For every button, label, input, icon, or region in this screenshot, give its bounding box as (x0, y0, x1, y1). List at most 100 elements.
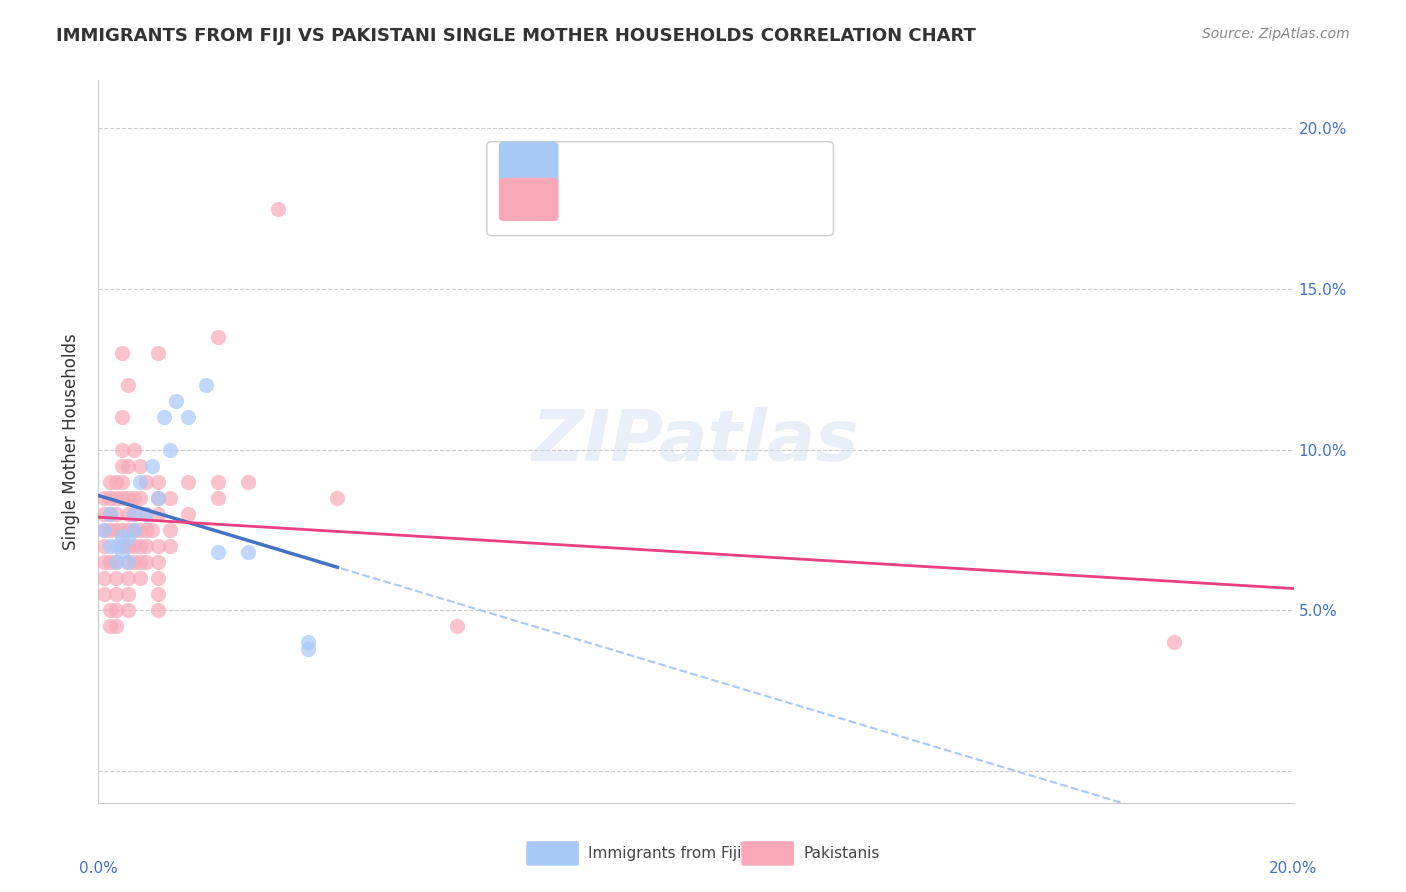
Point (177, 507, 200, 521)
Point (148, 571, 170, 585)
Point (297, 635, 319, 649)
Point (117, 603, 139, 617)
Point (93, 587, 115, 601)
Point (236, 475, 259, 489)
Point (129, 539, 152, 553)
Point (124, 491, 146, 505)
Point (111, 458, 134, 473)
Point (159, 523, 181, 537)
Point (93, 491, 115, 505)
Point (93, 523, 115, 537)
Point (148, 539, 170, 553)
Point (93, 539, 115, 553)
Point (111, 545, 134, 559)
Text: IMMIGRANTS FROM FIJI VS PAKISTANI SINGLE MOTHER HOUSEHOLDS CORRELATION CHART: IMMIGRANTS FROM FIJI VS PAKISTANI SINGLE… (56, 27, 976, 45)
Point (117, 555, 139, 569)
Point (129, 523, 152, 537)
Point (297, 641, 319, 656)
Text: 20.0%: 20.0% (1270, 861, 1317, 876)
Point (124, 523, 146, 537)
Point (177, 410, 200, 425)
Point (105, 555, 128, 569)
Point (105, 603, 128, 617)
Point (148, 491, 170, 505)
Point (117, 587, 139, 601)
FancyBboxPatch shape (486, 142, 834, 235)
Point (124, 442, 146, 457)
Point (159, 539, 181, 553)
Point (117, 533, 139, 547)
Text: Immigrants from Fiji: Immigrants from Fiji (589, 846, 742, 861)
Point (117, 555, 139, 569)
Point (93, 571, 115, 585)
Point (93, 507, 115, 521)
Point (93, 523, 115, 537)
Point (105, 555, 128, 569)
Point (117, 571, 139, 585)
Point (135, 523, 157, 537)
Point (207, 475, 229, 489)
Point (117, 507, 139, 521)
Point (98, 475, 122, 489)
Point (207, 545, 229, 559)
Point (93, 555, 115, 569)
Point (177, 475, 200, 489)
Point (135, 507, 157, 521)
Point (207, 330, 229, 344)
Point (105, 619, 128, 633)
Text: R = 0.437   N = 24: R = 0.437 N = 24 (565, 154, 721, 172)
Point (105, 587, 128, 601)
Point (124, 507, 146, 521)
Point (111, 442, 134, 457)
Point (148, 491, 170, 505)
Point (98, 507, 122, 521)
Point (98, 523, 122, 537)
Point (129, 475, 152, 489)
Text: Pakistanis: Pakistanis (804, 846, 880, 861)
Point (135, 555, 157, 569)
Point (98, 555, 122, 569)
Text: 0.0%: 0.0% (79, 861, 118, 876)
Point (148, 475, 170, 489)
Point (148, 603, 170, 617)
Point (105, 491, 128, 505)
Y-axis label: Single Mother Households: Single Mother Households (62, 334, 80, 549)
Text: R = 0.134   N = 81: R = 0.134 N = 81 (565, 191, 721, 209)
FancyBboxPatch shape (741, 841, 794, 865)
Point (1163, 635, 1185, 649)
Point (148, 555, 170, 569)
Point (117, 458, 139, 473)
Point (98, 491, 122, 505)
Point (98, 603, 122, 617)
Point (105, 571, 128, 585)
Point (135, 507, 157, 521)
Point (98, 507, 122, 521)
Point (105, 523, 128, 537)
FancyBboxPatch shape (526, 841, 579, 865)
Point (141, 458, 163, 473)
Point (111, 529, 134, 543)
Point (98, 539, 122, 553)
Point (148, 507, 170, 521)
Point (105, 507, 128, 521)
Point (117, 523, 139, 537)
Point (165, 394, 187, 409)
Point (153, 410, 176, 425)
Point (111, 475, 134, 489)
Point (98, 619, 122, 633)
Point (129, 458, 152, 473)
Point (446, 619, 468, 633)
Point (117, 539, 139, 553)
Point (141, 523, 163, 537)
Point (124, 507, 146, 521)
Text: Source: ZipAtlas.com: Source: ZipAtlas.com (1202, 27, 1350, 41)
Point (117, 491, 139, 505)
Text: ZIPatlas: ZIPatlas (533, 407, 859, 476)
Point (111, 491, 134, 505)
Point (105, 475, 128, 489)
Point (148, 346, 170, 360)
Point (117, 378, 139, 392)
Point (111, 346, 134, 360)
Point (207, 491, 229, 505)
Point (195, 378, 218, 392)
